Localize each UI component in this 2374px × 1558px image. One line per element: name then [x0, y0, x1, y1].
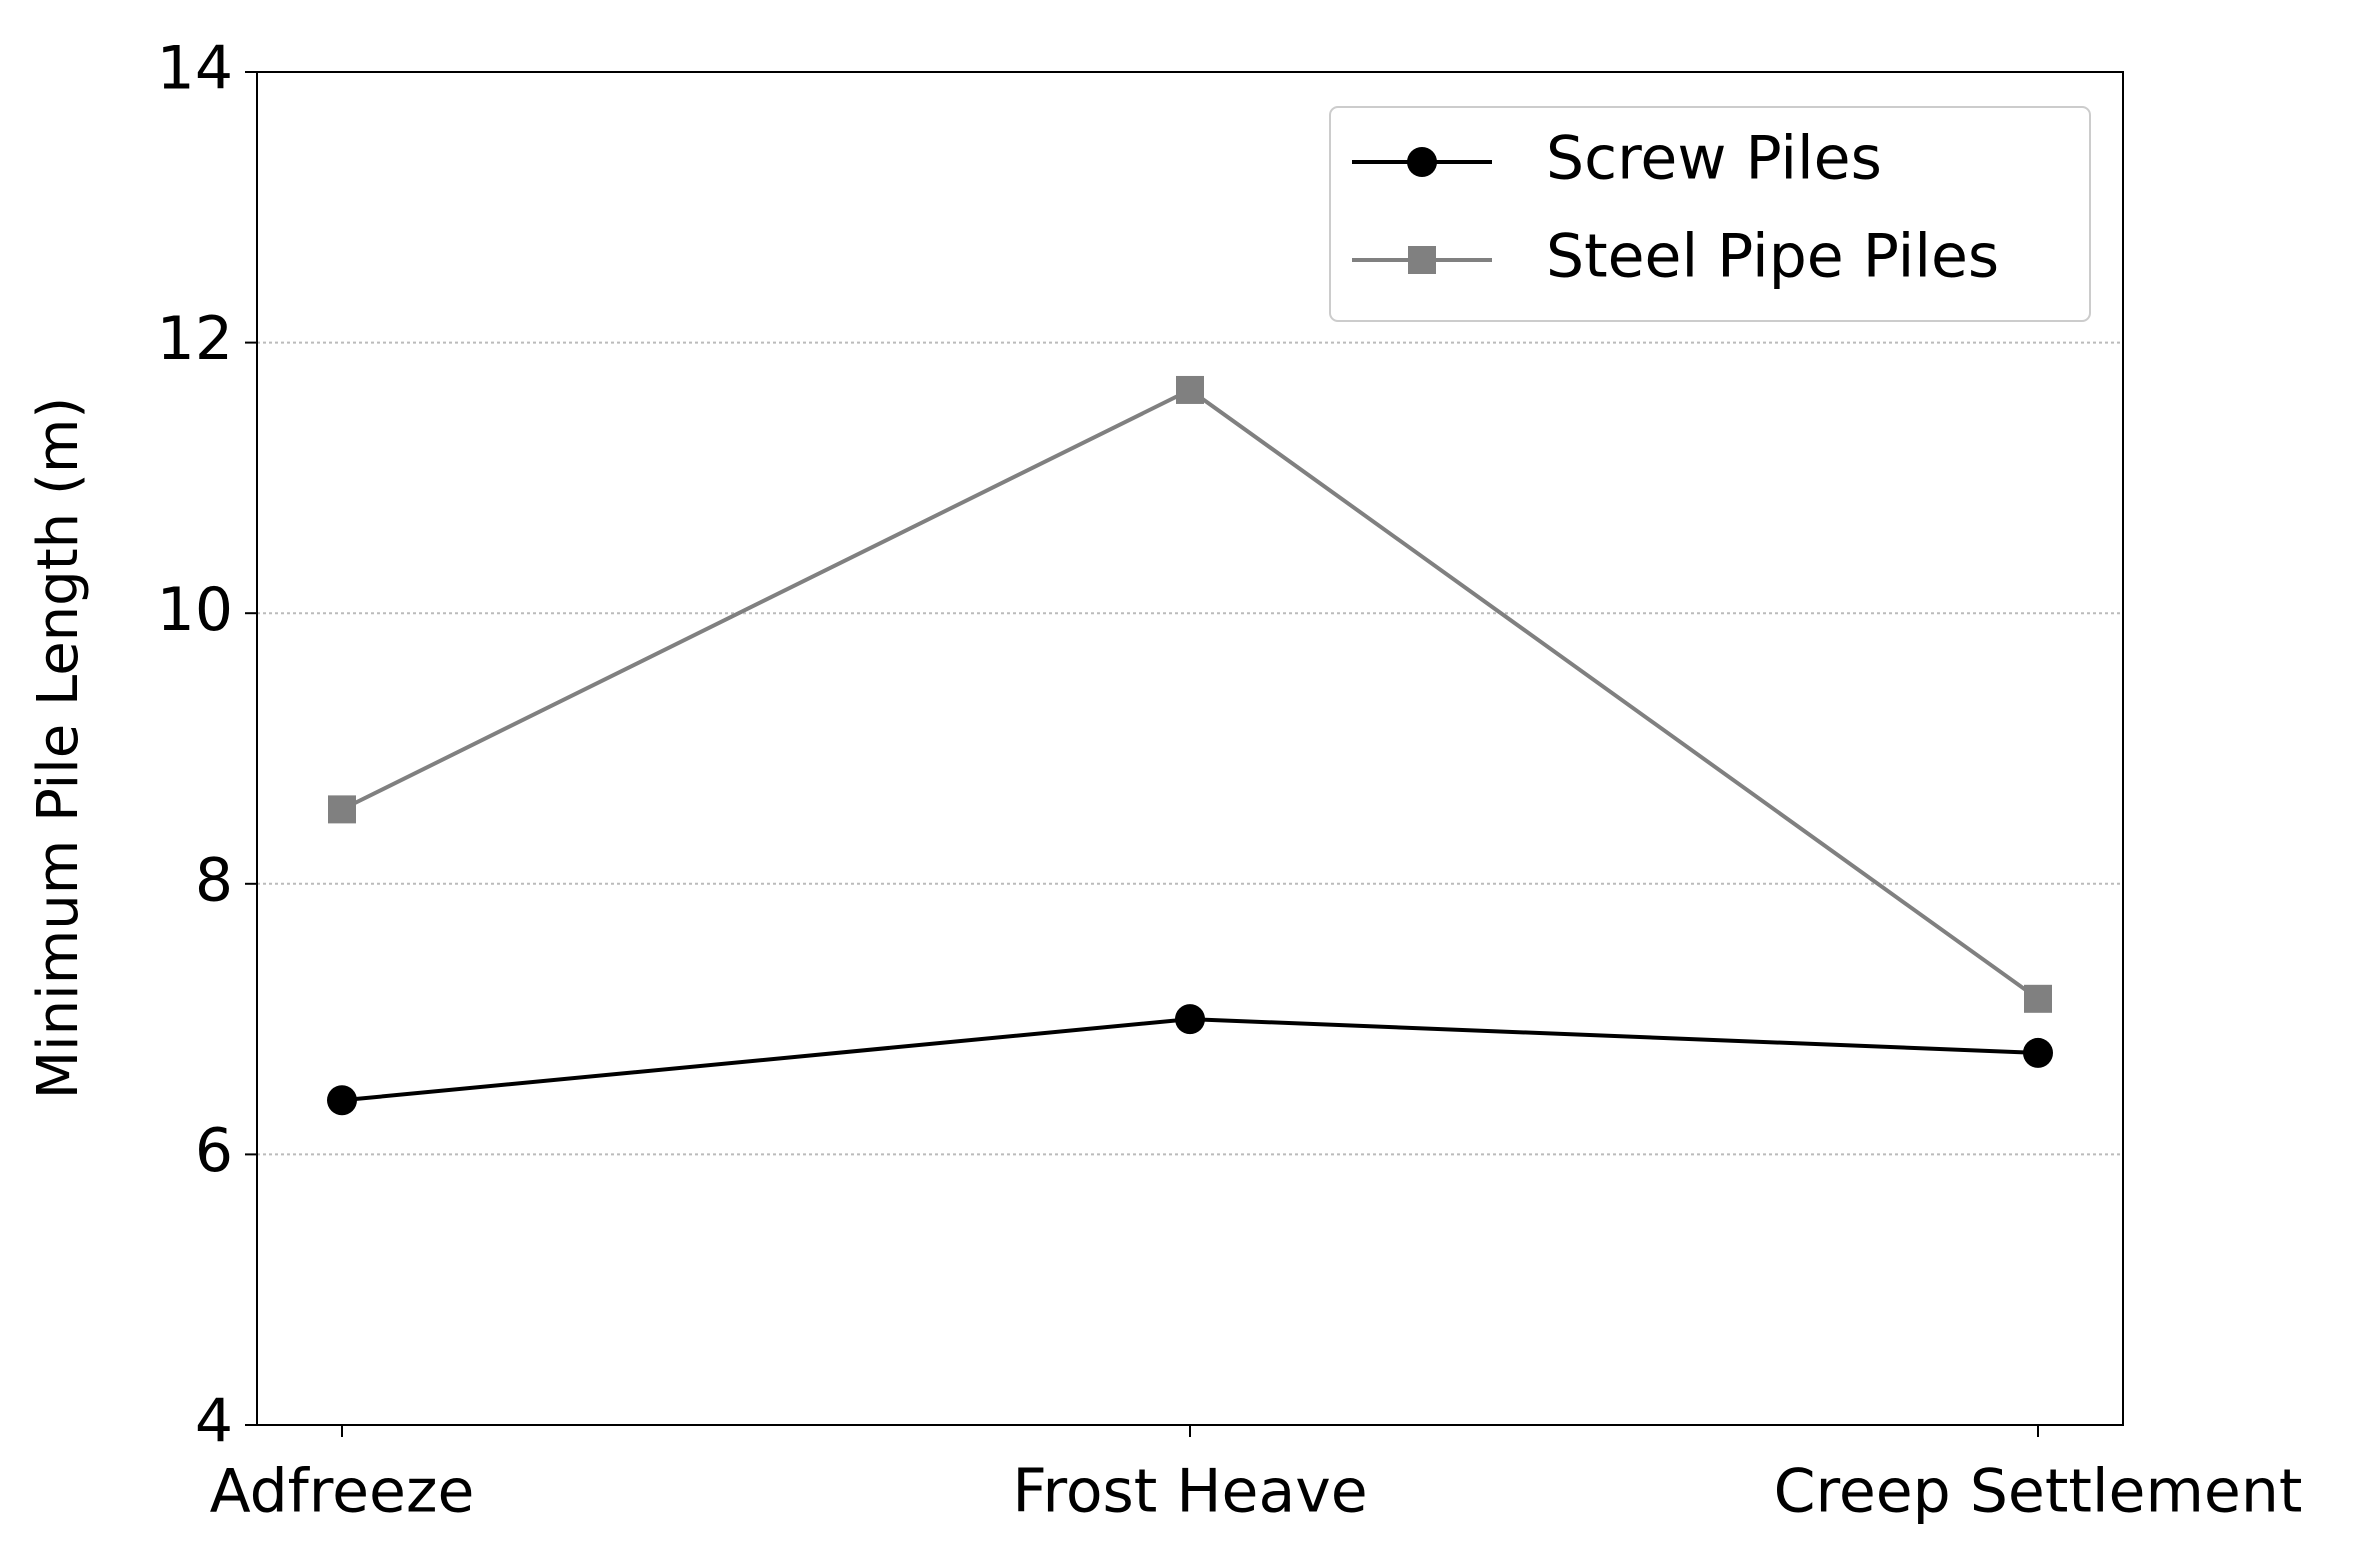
- x-tick-label: Adfreeze: [210, 1457, 475, 1527]
- legend: Screw Piles Steel Pipe Piles: [1329, 106, 2091, 322]
- y-tick-label: 4: [195, 1387, 233, 1457]
- legend-label: Screw Piles: [1546, 124, 1882, 194]
- series-line: [341, 387, 2040, 1001]
- legend-marker: [1408, 246, 1436, 274]
- data-point: [2024, 984, 2052, 1013]
- y-tick-label: 10: [157, 575, 233, 645]
- data-point: [1175, 1004, 1205, 1035]
- x-tick-label: Frost Heave: [1012, 1457, 1367, 1527]
- legend-marker: [1407, 147, 1437, 177]
- x-tick-label: Creep Settlement: [1774, 1457, 2303, 1527]
- plot-frame: [256, 71, 2124, 1426]
- legend-label: Steel Pipe Piles: [1546, 222, 1999, 292]
- data-point: [328, 795, 356, 824]
- legend-box: [1329, 106, 2091, 322]
- y-tick-label: 12: [157, 304, 233, 374]
- y-tick-label: 14: [157, 34, 233, 104]
- y-axis-label: Minimum Pile Length (m): [26, 397, 91, 1099]
- data-point: [2023, 1037, 2053, 1068]
- y-tick-label: 8: [195, 845, 233, 915]
- data-point: [1176, 375, 1204, 404]
- y-tick-label: 6: [195, 1116, 233, 1186]
- data-point: [327, 1085, 357, 1116]
